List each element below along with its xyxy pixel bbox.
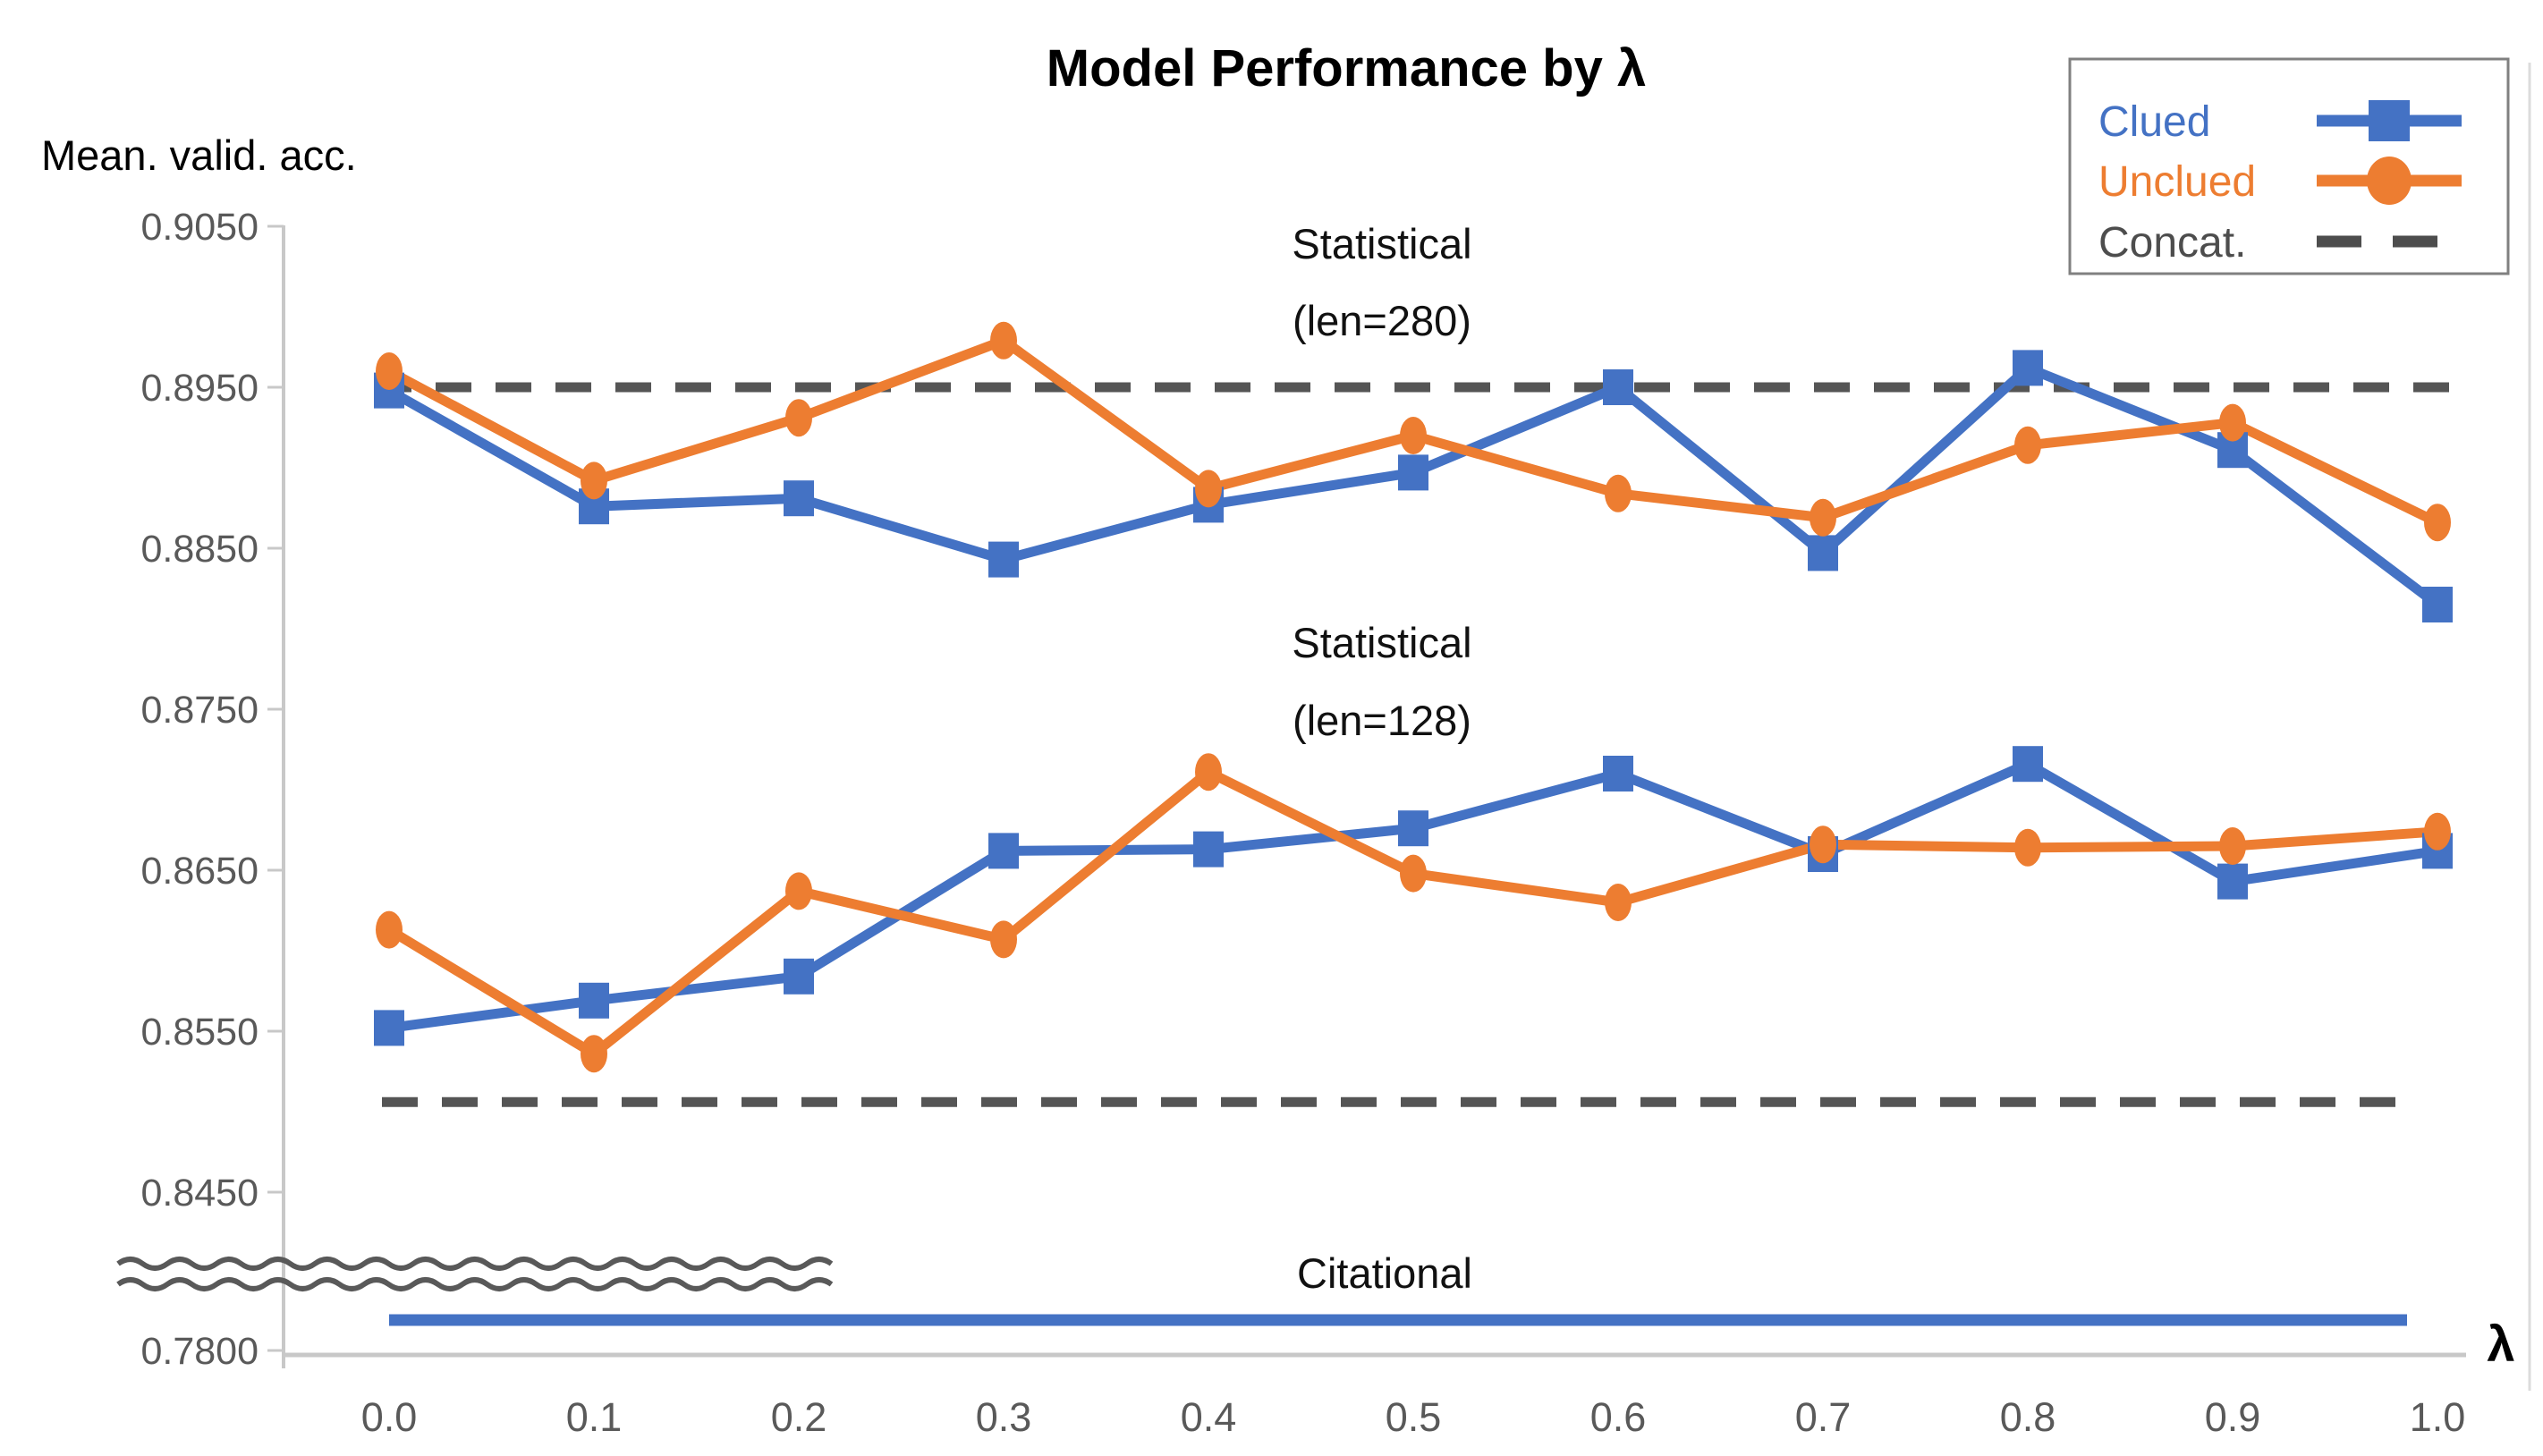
legend-label-clued: Clued [2098, 98, 2210, 146]
chart-title: Model Performance by λ [1047, 39, 1646, 97]
unclued-marker [581, 1035, 607, 1073]
x-tick-label: 0.2 [771, 1394, 827, 1440]
unclued-marker [990, 920, 1017, 959]
clued-marker [2422, 587, 2453, 622]
unclued-marker [1400, 854, 1427, 893]
clued-marker [1603, 756, 1633, 791]
x-tick-label: 0.6 [1590, 1394, 1647, 1440]
unclued-marker [376, 352, 403, 390]
axis-break-wave [116, 1277, 834, 1291]
clued-marker [1398, 810, 1428, 847]
unclued-marker [2014, 828, 2041, 867]
y-tick-label: 0.8550 [140, 1011, 259, 1054]
unclued-marker [2219, 403, 2246, 442]
unclued-marker [990, 321, 1017, 360]
x-tick-label: 0.3 [976, 1394, 1032, 1440]
unclued-marker [1810, 498, 1836, 537]
legend-label-concat: Concat. [2098, 219, 2246, 267]
clued-marker [579, 982, 609, 1019]
clued-marker [988, 833, 1019, 869]
annotation-line: (len=280) [1293, 297, 1471, 344]
unclued-marker [376, 910, 403, 949]
y-tick-label: 0.7800 [140, 1330, 259, 1373]
clued-marker [374, 1010, 404, 1046]
y-tick-label: 0.8750 [140, 689, 259, 732]
x-tick-label: 0.5 [1386, 1394, 1442, 1440]
unclued-marker [1400, 417, 1427, 454]
axis-break-wave [116, 1257, 834, 1271]
clued-marker [784, 480, 814, 517]
clued-marker [2217, 863, 2248, 900]
series-line-clued [388, 758, 2438, 1033]
unclued-marker [1195, 753, 1222, 791]
clued-marker [1603, 369, 1633, 405]
clued-marker [784, 958, 814, 995]
y-tick-label: 0.8950 [140, 367, 259, 410]
x-tick-label: 0.7 [1795, 1394, 1852, 1440]
clued-marker [1398, 454, 1428, 491]
unclued-marker [2014, 426, 2041, 464]
unclued-marker [2424, 504, 2451, 542]
unclued-marker [1605, 884, 1632, 921]
x-axis-label: λ [2487, 1316, 2514, 1372]
unclued-marker [2219, 827, 2246, 865]
annotation-line: (len=128) [1293, 697, 1471, 744]
legend-label-unclued: Unclued [2098, 158, 2256, 206]
y-axis-label: Mean. valid. acc. [41, 131, 357, 179]
clued-marker [2013, 746, 2043, 783]
unclued-marker [1195, 470, 1222, 508]
x-tick-label: 0.0 [361, 1394, 418, 1440]
x-tick-label: 0.8 [2000, 1394, 2056, 1440]
y-tick-label: 0.8650 [140, 850, 259, 893]
clued-marker [988, 541, 1019, 578]
annotation-line: Statistical [1292, 619, 1471, 666]
clued-marker [2013, 350, 2043, 386]
unclued-marker [785, 872, 812, 910]
annotation-line: Statistical [1292, 220, 1471, 267]
annotation-citational: Citational [1297, 1249, 1472, 1297]
unclued-marker [785, 399, 812, 437]
x-tick-label: 0.9 [2205, 1394, 2261, 1440]
unclued-marker [2424, 812, 2451, 851]
y-tick-label: 0.8850 [140, 528, 259, 571]
clued-marker [1808, 535, 1838, 571]
x-tick-label: 1.0 [2410, 1394, 2466, 1440]
y-tick-label: 0.9050 [140, 206, 259, 249]
annotation-statistical-len128: Statistical (len=128) [1292, 619, 1471, 744]
x-tick-label: 0.1 [566, 1394, 623, 1440]
unclued-marker [581, 461, 607, 500]
legend-circle-marker [2367, 157, 2412, 205]
clued-marker [1193, 831, 1224, 868]
y-tick-label: 0.8450 [140, 1172, 259, 1215]
legend-square-marker [2369, 100, 2410, 141]
x-tick-label: 0.4 [1181, 1394, 1237, 1440]
annotation-statistical-len280: Statistical (len=280) [1292, 220, 1471, 344]
unclued-marker [1605, 474, 1632, 512]
unclued-marker [1810, 825, 1836, 864]
